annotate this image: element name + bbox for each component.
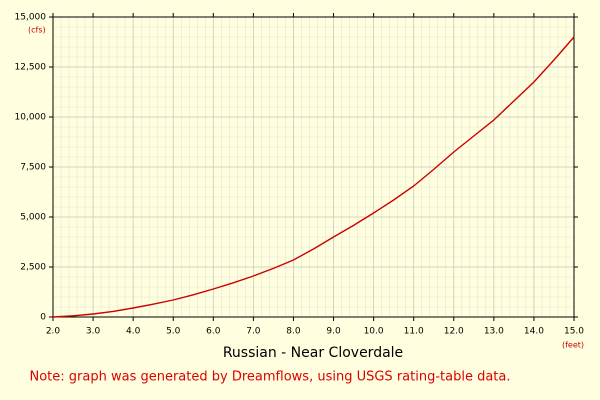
x-tick-label: 9.0 xyxy=(326,327,341,337)
plot-frame xyxy=(52,16,575,318)
chart-title: Russian - Near Cloverdale xyxy=(223,345,403,361)
y-tick-label: 7,500 xyxy=(20,163,46,173)
x-tick-label: 12.0 xyxy=(444,327,464,337)
x-tick-label: 4.0 xyxy=(126,327,141,337)
y-tick-label: 10,000 xyxy=(15,113,47,123)
y-unit: (cfs) xyxy=(28,26,46,35)
x-tick-label: 6.0 xyxy=(206,327,221,337)
y-tick-label: 2,500 xyxy=(20,263,46,273)
y-tick-label: 5,000 xyxy=(20,213,46,223)
x-unit: (feet) xyxy=(562,341,584,350)
x-tick-label: 2.0 xyxy=(46,327,61,337)
x-tick-label: 3.0 xyxy=(86,327,101,337)
y-tick-label: 15,000 xyxy=(15,13,47,23)
data-line xyxy=(52,36,575,318)
note: Note: graph was generated by Dreamflows,… xyxy=(30,370,511,385)
x-tick-label: 10.0 xyxy=(364,327,384,337)
y-tick-label: 12,500 xyxy=(15,63,47,73)
x-tick-label: 13.0 xyxy=(484,327,504,337)
x-tick-label: 15.0 xyxy=(564,327,584,337)
x-tick-label: 5.0 xyxy=(166,327,181,337)
x-tick-label: 8.0 xyxy=(286,327,301,337)
y-tick-label: 0 xyxy=(40,313,46,323)
x-tick-label: 11.0 xyxy=(404,327,424,337)
x-tick-label: 14.0 xyxy=(524,327,544,337)
x-tick-label: 7.0 xyxy=(246,327,261,337)
